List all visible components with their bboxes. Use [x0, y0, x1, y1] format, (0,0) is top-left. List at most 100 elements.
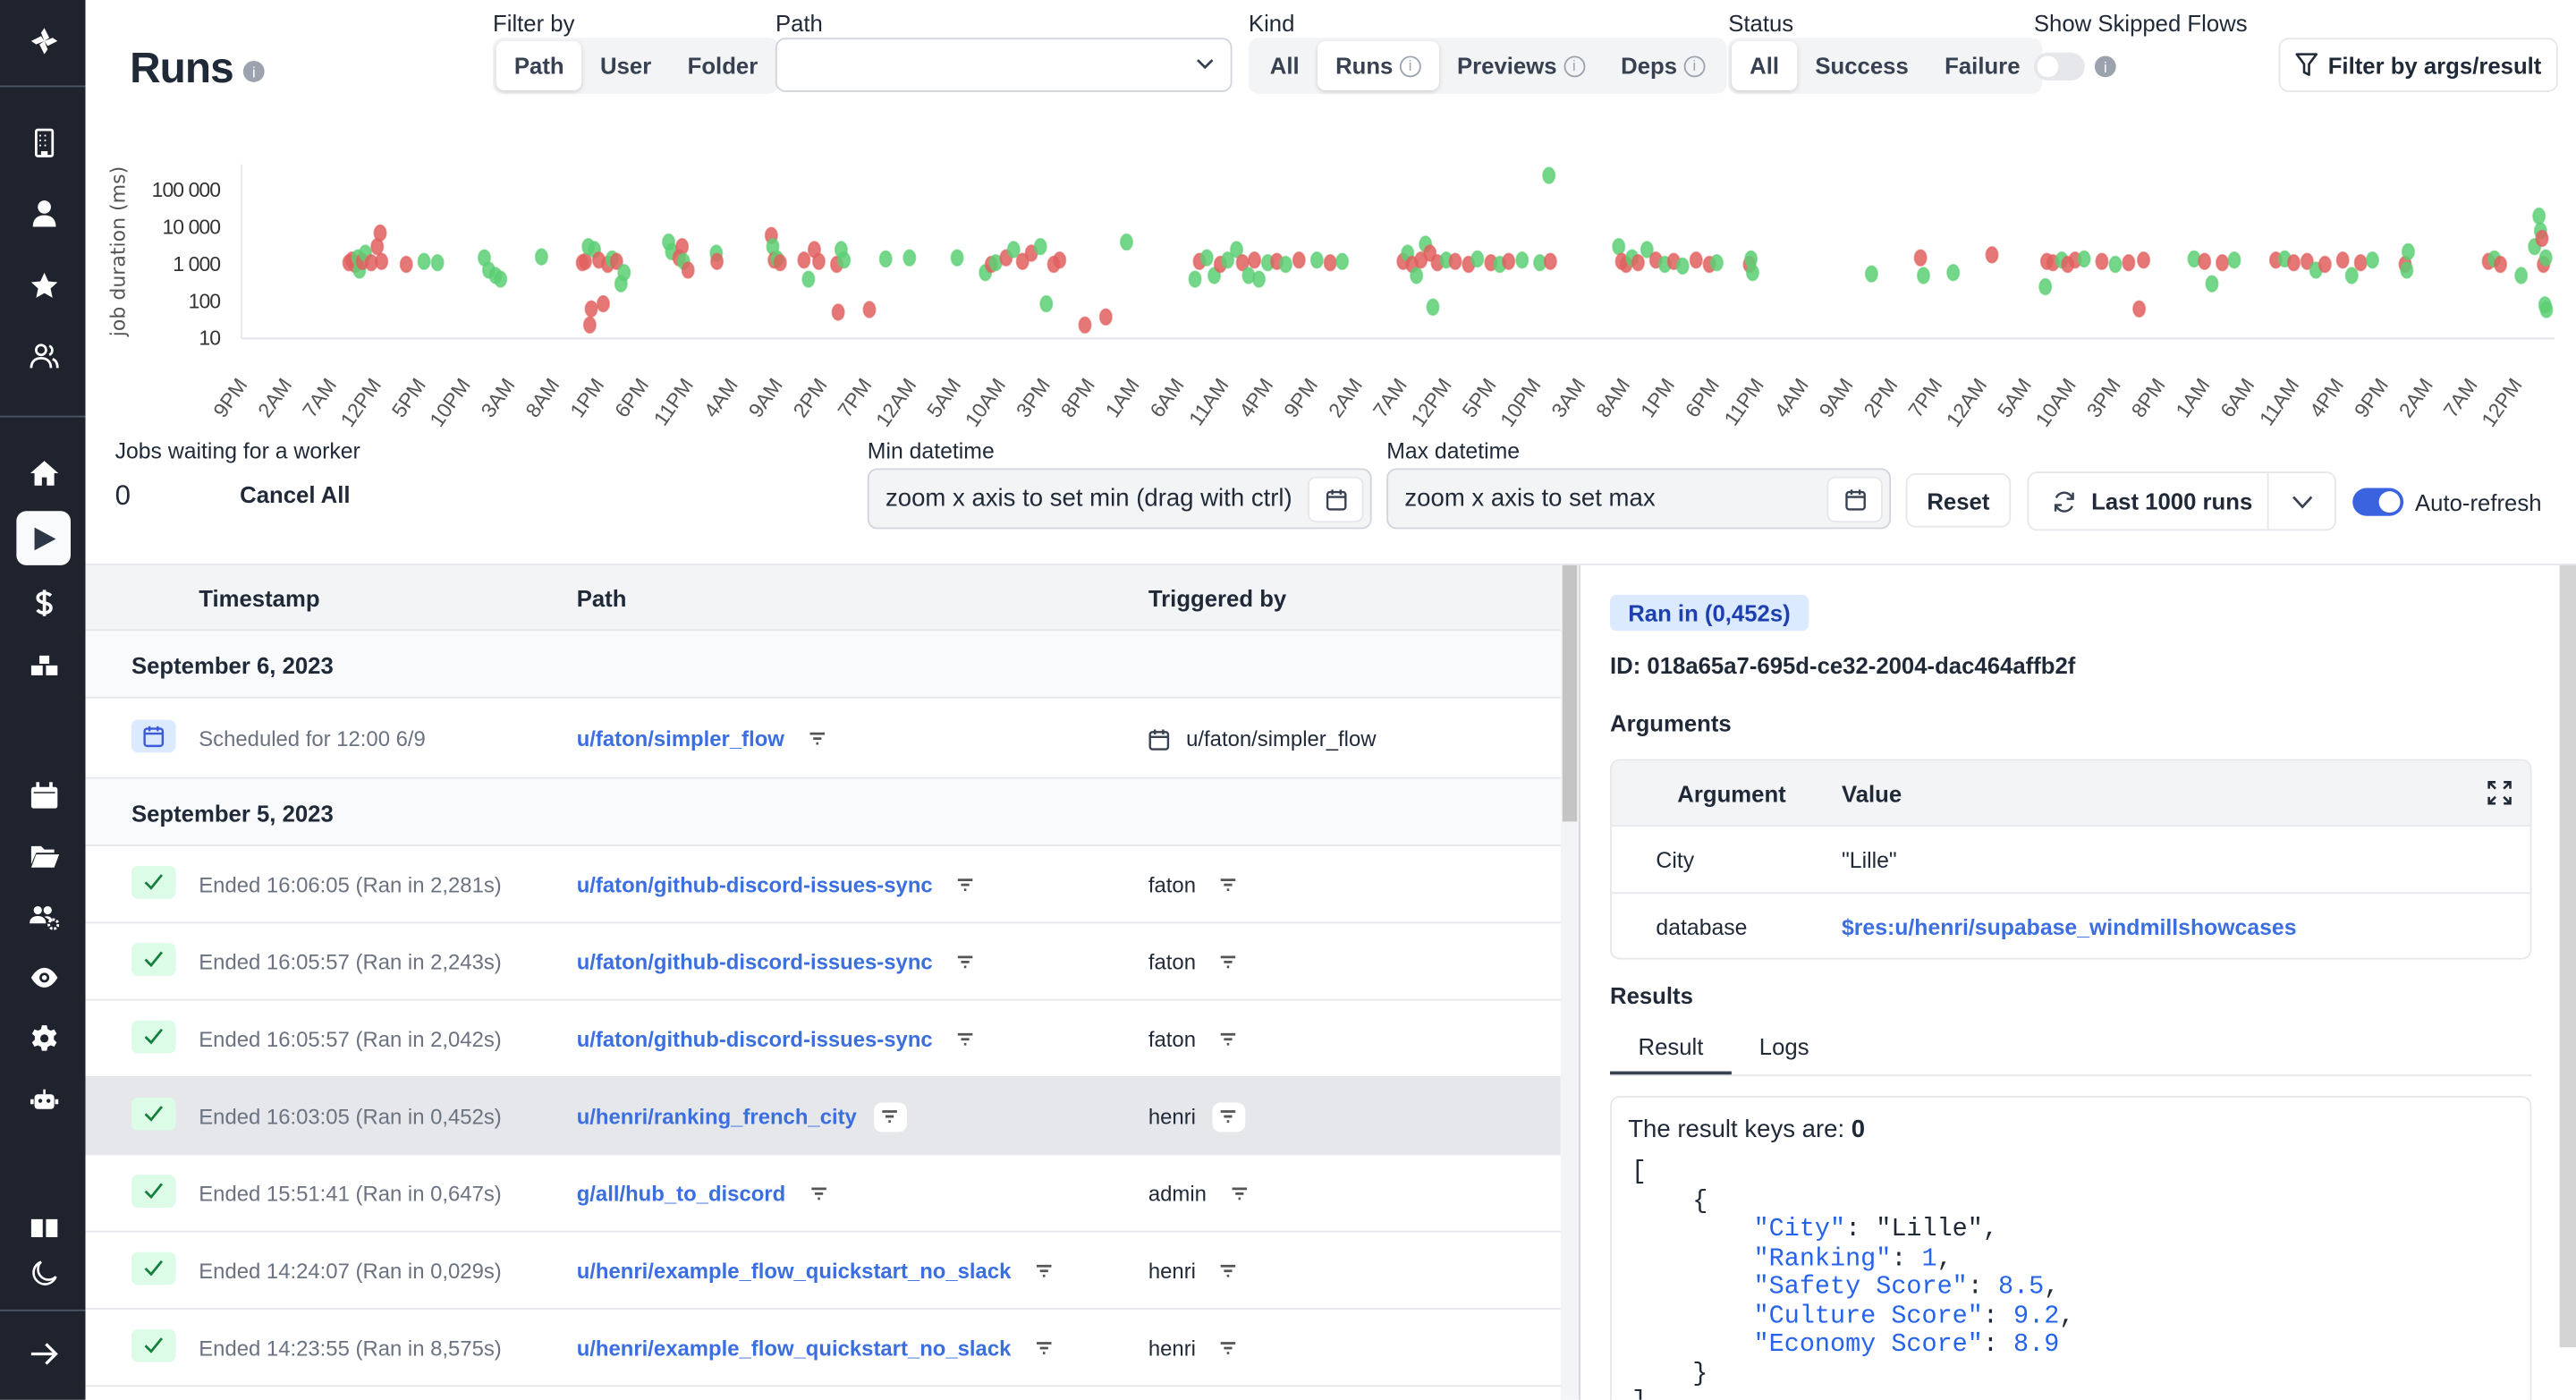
- sidebar-item-runs[interactable]: [16, 511, 71, 565]
- detail-scrollbar[interactable]: [2559, 564, 2576, 1348]
- run-row[interactable]: Ended 16:03:05 (Ran in 0,452s) u/henri/ra…: [85, 1077, 1561, 1156]
- column-header-triggered-by[interactable]: Triggered by: [1148, 584, 1287, 612]
- sidebar-item-settings[interactable]: [16, 1011, 71, 1065]
- data-point-success[interactable]: [2205, 275, 2219, 293]
- column-header-timestamp[interactable]: Timestamp: [199, 584, 320, 612]
- data-point-success[interactable]: [1864, 265, 1878, 283]
- calendar-button[interactable]: [1308, 476, 1364, 523]
- sidebar-item-favorites[interactable]: [16, 258, 71, 312]
- data-point-success[interactable]: [2539, 301, 2554, 318]
- data-point-success[interactable]: [1542, 166, 1556, 184]
- run-row[interactable]: Ended 16:05:57 (Ran in 2,243s) u/faton/gi…: [85, 923, 1561, 1001]
- data-point-success[interactable]: [2344, 267, 2359, 284]
- data-point-success[interactable]: [1229, 241, 1244, 259]
- filter-by-user-icon[interactable]: [1212, 1101, 1246, 1132]
- sidebar-item-members[interactable]: [16, 328, 71, 383]
- data-point-failure[interactable]: [2198, 252, 2212, 270]
- data-point-success[interactable]: [1515, 251, 1530, 269]
- runs-duration-chart[interactable]: job duration (ms) 100 000 10 000 1 000 100 10…: [86, 156, 2576, 428]
- data-point-failure[interactable]: [797, 251, 811, 269]
- sidebar-item-schedules[interactable]: [16, 768, 71, 822]
- data-point-failure[interactable]: [1248, 251, 1262, 269]
- data-point-success[interactable]: [1709, 253, 1724, 272]
- data-point-success[interactable]: [2538, 249, 2553, 267]
- sidebar-item-docs[interactable]: [16, 1200, 71, 1254]
- data-point-failure[interactable]: [1502, 252, 1516, 270]
- data-point-failure[interactable]: [681, 261, 695, 279]
- data-point-failure[interactable]: [578, 252, 592, 270]
- data-point-success[interactable]: [1612, 237, 1626, 256]
- info-icon[interactable]: i: [1563, 55, 1585, 77]
- panel-divider[interactable]: [1579, 564, 1580, 1400]
- filter-by-path-icon[interactable]: [802, 1179, 835, 1209]
- run-row[interactable]: Ended 16:05:57 (Ran in 2,042s) u/faton/gi…: [85, 1001, 1561, 1078]
- data-point-failure[interactable]: [2216, 253, 2230, 272]
- sidebar-item-expand[interactable]: [16, 1326, 71, 1380]
- kind-option-all[interactable]: All: [1252, 41, 1318, 90]
- filter-by-path-icon[interactable]: [1028, 1256, 1061, 1285]
- data-point-success[interactable]: [617, 263, 631, 282]
- filter-by-user-icon[interactable]: [1212, 1024, 1245, 1054]
- run-row[interactable]: Ended 14:24:07 (Ran in 0,029s) u/henri/ex…: [85, 1233, 1561, 1310]
- filter-by-user-icon[interactable]: [1212, 1334, 1245, 1363]
- run-row[interactable]: Ended 15:51:41 (Ran in 0,647s) g/all/hub_…: [85, 1155, 1561, 1233]
- data-point-failure[interactable]: [831, 303, 845, 321]
- info-icon[interactable]: i: [1399, 55, 1421, 77]
- data-point-success[interactable]: [2401, 242, 2416, 261]
- data-point-success[interactable]: [1199, 249, 1214, 267]
- data-point-success[interactable]: [1039, 294, 1054, 313]
- data-point-failure[interactable]: [710, 252, 724, 270]
- data-point-failure[interactable]: [1543, 252, 1557, 270]
- data-point-success[interactable]: [801, 270, 816, 288]
- kind-option-previews[interactable]: Previews i: [1439, 41, 1603, 90]
- filter-option-folder[interactable]: Folder: [669, 41, 775, 90]
- data-point-failure[interactable]: [1985, 246, 1999, 264]
- data-point-success[interactable]: [2227, 251, 2241, 269]
- data-point-failure[interactable]: [1078, 316, 1092, 335]
- data-point-failure[interactable]: [582, 316, 597, 335]
- data-point-success[interactable]: [2532, 207, 2546, 225]
- run-row[interactable]: Ended 14:23:55 (Ran in 8,575s) u/henri/ex…: [85, 1310, 1561, 1387]
- expand-icon[interactable]: [2486, 779, 2513, 807]
- data-point-failure[interactable]: [773, 253, 787, 272]
- sidebar-item-resources[interactable]: [16, 639, 71, 693]
- run-path-link[interactable]: u/henri/example_flow_quickstart_no_slack: [576, 1258, 1012, 1284]
- filter-by-path-icon[interactable]: [949, 947, 982, 977]
- data-point-success[interactable]: [1745, 263, 1759, 282]
- data-point-success[interactable]: [1410, 267, 1424, 284]
- filter-by-path-icon[interactable]: [801, 724, 834, 753]
- run-row[interactable]: Ended 16:06:05 (Ran in 2,281s) u/faton/gi…: [85, 846, 1561, 924]
- data-point-success[interactable]: [1675, 257, 1690, 276]
- status-option-all[interactable]: All: [1731, 40, 1798, 91]
- data-point-failure[interactable]: [1292, 251, 1306, 269]
- data-point-failure[interactable]: [2318, 255, 2332, 274]
- data-point-success[interactable]: [1946, 263, 1961, 282]
- sidebar-item-folders[interactable]: [16, 828, 71, 883]
- data-point-success[interactable]: [1119, 233, 1133, 251]
- data-point-failure[interactable]: [2132, 300, 2147, 318]
- data-point-failure[interactable]: [373, 224, 387, 242]
- refresh-runs-button[interactable]: Last 1000 runs: [2027, 471, 2336, 531]
- data-point-success[interactable]: [534, 248, 548, 266]
- column-header-path[interactable]: Path: [576, 584, 627, 612]
- sidebar-item-home[interactable]: [16, 445, 71, 500]
- runs-count-dropdown[interactable]: [2267, 472, 2334, 530]
- cancel-all-button[interactable]: Cancel All: [240, 481, 351, 508]
- data-point-success[interactable]: [1916, 267, 1930, 284]
- run-path-link[interactable]: u/faton/simpler_flow: [576, 725, 784, 751]
- filter-by-path-icon[interactable]: [949, 1024, 982, 1054]
- data-point-failure[interactable]: [2122, 253, 2136, 272]
- filter-by-path-icon[interactable]: [949, 870, 982, 900]
- data-point-success[interactable]: [837, 251, 852, 269]
- data-point-success[interactable]: [430, 253, 445, 272]
- data-point-success[interactable]: [902, 249, 917, 267]
- info-icon[interactable]: i: [1683, 55, 1706, 77]
- data-point-failure[interactable]: [2286, 253, 2301, 272]
- sidebar-item-dark-mode[interactable]: [16, 1245, 71, 1300]
- run-path-link[interactable]: u/henri/ranking_french_city: [576, 1104, 857, 1129]
- run-path-link[interactable]: g/all/hub_to_discord: [576, 1181, 786, 1207]
- data-point-success[interactable]: [1278, 255, 1292, 274]
- data-point-success[interactable]: [1221, 251, 1235, 269]
- data-point-success[interactable]: [2108, 255, 2123, 274]
- reset-button[interactable]: Reset: [1905, 472, 2012, 528]
